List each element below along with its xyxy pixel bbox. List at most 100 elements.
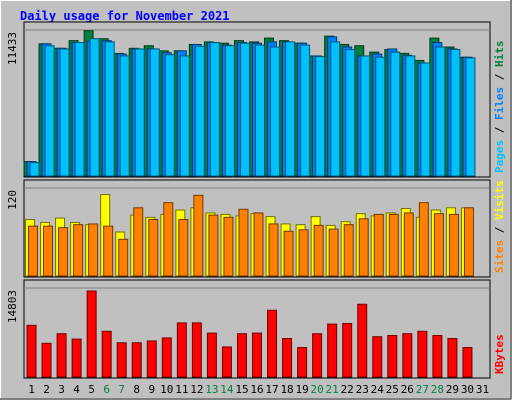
bar-kbytes-day-25 [387,335,398,378]
bar-sites-day-9 [148,219,159,277]
legend-separator: / [493,220,506,240]
bar-kbytes-day-26 [402,333,413,378]
bar-pages-day-4 [74,42,85,177]
bar-kbytes-day-19 [297,347,308,378]
bar-kbytes-day-29 [447,338,458,378]
bar-kbytes-day-7 [116,342,127,378]
bar-kbytes-day-4 [71,338,82,378]
day-label-22: 22 [341,383,354,396]
bar-sites-day-20 [313,224,324,277]
bar-kbytes-day-23 [357,303,368,378]
bar-sites-day-1 [28,225,39,277]
bar-sites-day-12 [193,194,204,277]
day-label-14: 14 [220,383,234,396]
bar-pages-day-29 [450,49,461,177]
chart-panels: 11433 Pages / Files / Hits 120 Sites / Visi… [6,21,506,379]
day-label-29: 29 [446,383,459,396]
bar-pages-day-19 [300,44,311,177]
series-pages [29,38,476,177]
bar-pages-day-21 [330,41,341,177]
panel-bot-max-label: 14803 [6,290,19,323]
bar-kbytes-day-21 [327,323,338,378]
day-label-28: 28 [431,383,444,396]
bar-sites-day-16 [253,212,264,277]
day-label-18: 18 [280,383,293,396]
bar-kbytes-day-17 [267,309,278,378]
bar-sites-day-17 [268,223,279,277]
legend-hits: Hits [493,41,506,68]
bar-kbytes-day-8 [131,342,142,378]
day-label-1: 1 [28,383,35,396]
bar-sites-day-11 [178,219,189,277]
panel-bot: 14803 KBytes [6,279,506,379]
bar-sites-day-2 [43,225,54,277]
panel-top-frame [23,21,491,178]
bar-sites-day-8 [133,207,144,277]
bar-kbytes-day-28 [432,335,443,378]
bar-pages-day-7 [119,55,130,177]
day-label-17: 17 [265,383,278,396]
bar-sites-day-24 [373,213,384,277]
legend-files: Files [493,87,506,120]
bar-kbytes-day-27 [417,330,428,378]
day-label-7: 7 [118,383,125,396]
panel-top: 11433 Pages / Files / Hits [6,21,506,178]
bar-kbytes-day-16 [252,332,262,378]
legend-kbytes: KBytes [493,334,506,374]
day-label-2: 2 [43,383,50,396]
bar-pages-day-22 [345,49,356,177]
bar-kbytes-day-6 [101,330,112,378]
bar-kbytes-day-14 [221,346,232,378]
bar-kbytes-day-12 [191,322,202,378]
legend-visits: Visits [493,180,506,220]
bar-pages-day-25 [390,51,401,177]
bar-pages-day-8 [134,48,145,177]
day-label-12: 12 [190,383,203,396]
bar-kbytes-day-13 [206,332,217,378]
bar-pages-day-1 [29,162,40,177]
panel-bot-frame [23,279,491,379]
day-label-26: 26 [401,383,414,396]
panel-top-max-label: 11433 [6,32,19,65]
bar-sites-day-30 [463,207,474,277]
day-label-13: 13 [205,383,218,396]
bar-kbytes-day-5 [86,290,97,378]
bar-pages-day-2 [44,45,55,177]
legend-pages: Pages [493,140,506,173]
bar-sites-day-28 [433,213,444,277]
bar-sites-day-10 [163,202,174,277]
bar-sites-day-27 [418,202,429,277]
day-label-8: 8 [133,383,140,396]
bar-sites-day-23 [358,218,369,277]
series-sites [28,194,474,277]
day-label-4: 4 [73,383,80,396]
bar-pages-day-14 [224,45,235,177]
bar-kbytes-day-20 [312,333,323,378]
bar-sites-day-4 [73,224,84,277]
bar-pages-day-5 [89,38,100,177]
day-label-24: 24 [371,383,385,396]
bar-sites-day-6 [103,225,114,277]
bar-pages-day-11 [179,55,190,177]
bar-pages-day-16 [255,44,265,177]
bar-pages-day-6 [104,41,115,177]
bar-kbytes-day-3 [56,333,67,378]
bar-sites-day-14 [223,216,234,277]
bar-pages-day-13 [209,42,220,177]
bar-kbytes-day-22 [342,322,353,378]
day-label-3: 3 [58,383,65,396]
bar-kbytes-day-11 [176,322,187,378]
bar-pages-day-15 [239,42,250,177]
bar-sites-day-5 [88,223,99,277]
day-label-9: 9 [148,383,155,396]
bar-kbytes-day-2 [41,342,52,378]
bar-kbytes-day-18 [282,338,293,378]
day-label-5: 5 [88,383,95,396]
day-label-25: 25 [386,383,399,396]
bar-pages-day-17 [270,46,281,177]
day-label-27: 27 [416,383,429,396]
day-label-31: 31 [476,383,489,396]
bar-kbytes-day-9 [146,340,157,378]
bar-kbytes-day-15 [236,333,247,378]
bar-sites-day-13 [208,214,219,277]
